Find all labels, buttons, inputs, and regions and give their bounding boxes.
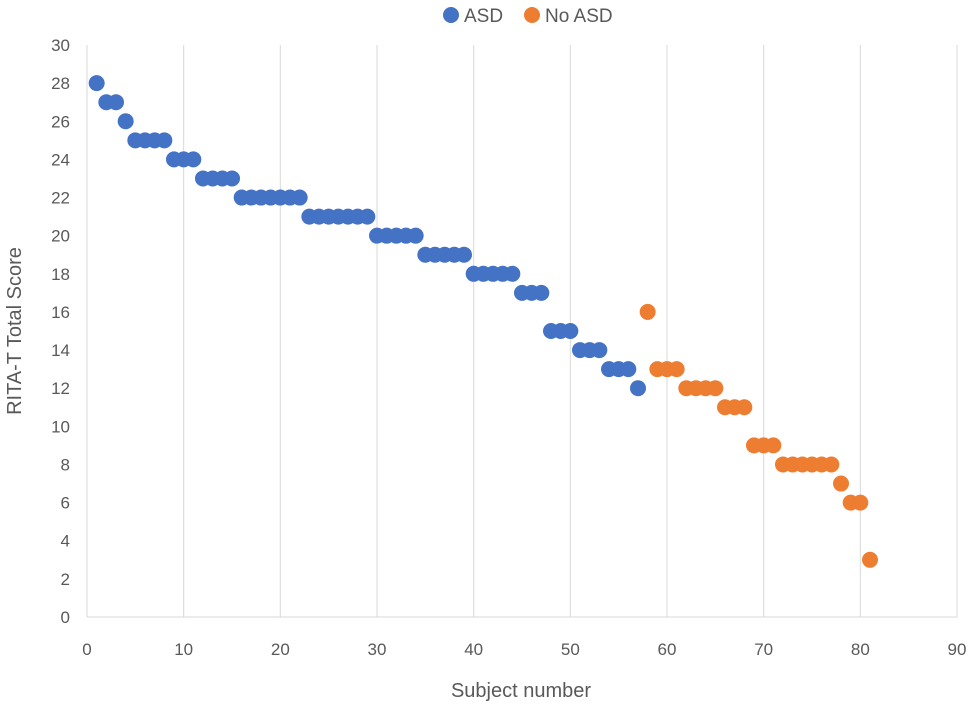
x-tick-label: 20 bbox=[271, 640, 290, 659]
data-point-asd bbox=[156, 132, 173, 149]
data-point-no-asd bbox=[862, 551, 878, 568]
y-tick-label: 6 bbox=[61, 494, 70, 513]
data-point-asd bbox=[504, 265, 521, 282]
data-point-asd bbox=[456, 246, 472, 263]
y-tick-label: 8 bbox=[61, 455, 70, 474]
y-tick-label: 0 bbox=[61, 608, 70, 627]
legend-marker-no-asd bbox=[524, 7, 540, 23]
x-axis-title: Subject number bbox=[451, 680, 591, 702]
y-tick-label: 10 bbox=[51, 417, 70, 436]
data-point-no-asd bbox=[852, 494, 869, 511]
x-tick-label: 30 bbox=[368, 640, 387, 659]
data-point-no-asd bbox=[668, 361, 685, 378]
data-point-no-asd bbox=[765, 437, 782, 454]
x-tick-label: 40 bbox=[464, 640, 483, 659]
data-point-no-asd bbox=[707, 380, 724, 397]
data-point-asd bbox=[185, 151, 202, 168]
x-tick-label: 90 bbox=[948, 640, 967, 659]
y-tick-label: 4 bbox=[61, 532, 70, 551]
x-tick-label: 0 bbox=[82, 640, 91, 659]
legend-label-asd: ASD bbox=[464, 6, 503, 27]
data-point-asd bbox=[88, 75, 105, 92]
data-point-asd bbox=[533, 284, 550, 301]
data-point-asd bbox=[224, 170, 240, 187]
legend: ASD No ASD bbox=[443, 6, 613, 27]
data-point-asd bbox=[108, 94, 124, 111]
data-point-no-asd bbox=[823, 456, 840, 473]
y-tick-label: 18 bbox=[51, 265, 70, 284]
legend-marker-asd bbox=[443, 7, 459, 23]
x-tick-label: 70 bbox=[754, 640, 773, 659]
y-tick-label: 12 bbox=[51, 379, 70, 398]
data-point-asd bbox=[620, 361, 637, 378]
x-tick-label: 60 bbox=[658, 640, 677, 659]
x-tick-label: 50 bbox=[561, 640, 580, 659]
data-point-asd bbox=[407, 227, 424, 244]
y-tick-label: 30 bbox=[51, 36, 70, 55]
y-tick-label: 20 bbox=[51, 227, 70, 246]
x-tick-labels: 0 10 20 30 40 50 60 70 80 90 bbox=[82, 640, 966, 659]
y-tick-label: 16 bbox=[51, 303, 70, 322]
data-point-asd bbox=[591, 342, 608, 359]
data-point-no-asd bbox=[736, 399, 753, 416]
y-tick-label: 26 bbox=[51, 112, 70, 131]
y-tick-label: 24 bbox=[51, 150, 70, 169]
data-point-asd bbox=[117, 113, 134, 130]
gridlines bbox=[86, 45, 958, 618]
legend-label-no-asd: No ASD bbox=[545, 6, 613, 27]
y-tick-label: 22 bbox=[51, 189, 70, 208]
y-tick-label: 28 bbox=[51, 74, 70, 93]
data-point-asd bbox=[562, 323, 579, 339]
data-point-no-asd bbox=[833, 475, 849, 492]
x-tick-label: 80 bbox=[851, 640, 870, 659]
data-point-asd bbox=[291, 189, 308, 206]
data-points bbox=[88, 75, 878, 568]
y-tick-label: 14 bbox=[51, 341, 70, 360]
x-tick-label: 10 bbox=[174, 640, 193, 659]
data-point-asd bbox=[630, 380, 646, 397]
y-tick-label: 2 bbox=[61, 570, 70, 589]
data-point-asd bbox=[359, 208, 376, 225]
data-point-no-asd bbox=[639, 303, 656, 320]
y-axis-title: RITA-T Total Score bbox=[4, 247, 26, 415]
